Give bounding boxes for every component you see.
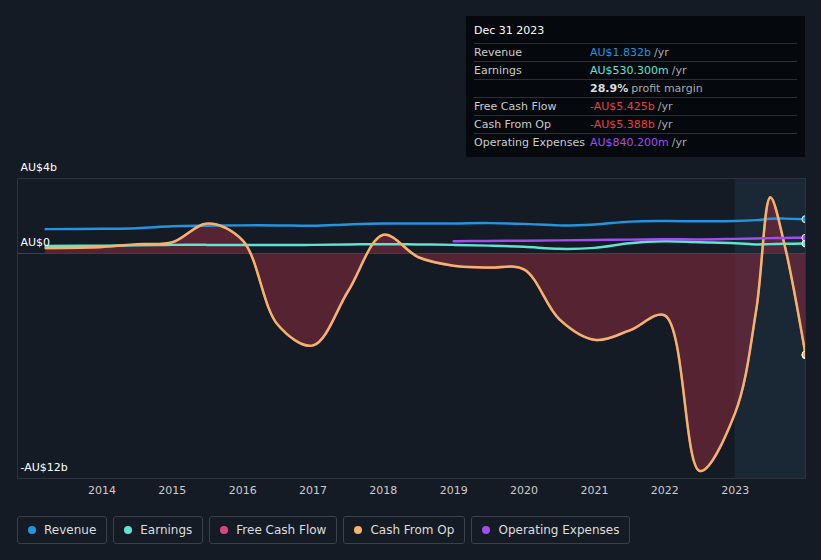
html-text:-AU$5.388b /yr: -AU$5.388b /yr <box>590 118 673 131</box>
svg-text:2015: 2015 <box>158 484 186 497</box>
html-text:Revenue: Revenue <box>44 523 97 537</box>
html-text:28.9% profit margin: 28.9% profit margin <box>590 82 703 95</box>
svg-text:2016: 2016 <box>229 484 257 497</box>
html-text:AU$840.200m /yr: AU$840.200m /yr <box>590 136 687 149</box>
html-text:Operating Expenses: Operating Expenses <box>498 523 620 537</box>
html-text:Dec 31 2023: Dec 31 2023 <box>474 24 545 37</box>
html-text:Earnings: Earnings <box>474 64 522 77</box>
html-text:AU$530.300m /yr: AU$530.300m /yr <box>590 64 687 77</box>
html-text:Earnings: Earnings <box>140 523 193 537</box>
html-text:Free Cash Flow: Free Cash Flow <box>474 100 557 113</box>
html-text:Revenue: Revenue <box>474 46 522 59</box>
svg-text:2017: 2017 <box>299 484 327 497</box>
html-text:-AU$5.425b /yr: -AU$5.425b /yr <box>590 100 673 113</box>
svg-text:2014: 2014 <box>88 484 116 497</box>
svg-text:2022: 2022 <box>651 484 679 497</box>
svg-text:AU$0: AU$0 <box>21 236 51 249</box>
svg-text:2023: 2023 <box>721 484 749 497</box>
svg-text:2018: 2018 <box>369 484 397 497</box>
svg-text:2021: 2021 <box>580 484 608 497</box>
html-text:Cash From Op: Cash From Op <box>370 523 455 537</box>
svg-text:2019: 2019 <box>440 484 468 497</box>
html-text:Cash From Op: Cash From Op <box>474 118 551 131</box>
html-text:AU$1.832b /yr: AU$1.832b /yr <box>590 46 669 59</box>
svg-text:-AU$12b: -AU$12b <box>21 461 68 474</box>
svg-text:AU$4b: AU$4b <box>21 161 58 174</box>
svg-text:2020: 2020 <box>510 484 538 497</box>
html-text:Operating Expenses: Operating Expenses <box>474 136 585 149</box>
html-text:Free Cash Flow: Free Cash Flow <box>236 523 327 537</box>
